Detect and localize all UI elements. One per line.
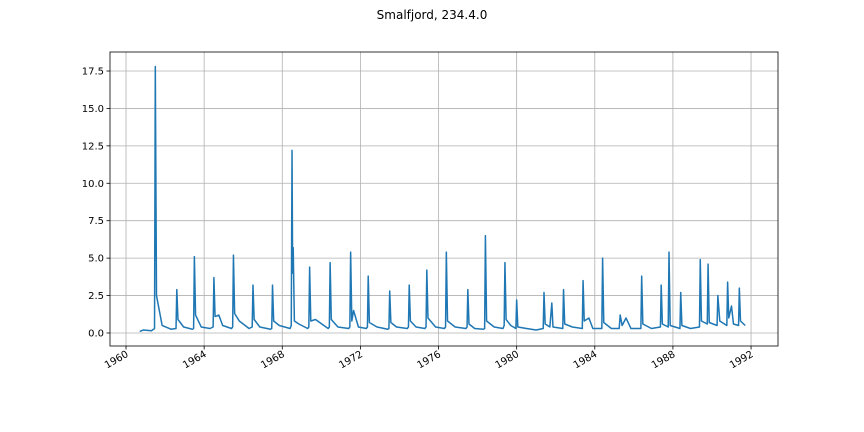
- x-tick-label: 1968: [259, 349, 287, 371]
- y-tick-label: 5.0: [88, 254, 104, 265]
- x-tick-label: 1964: [181, 349, 209, 371]
- chart-title: Smalfjord, 234.4.0: [377, 8, 488, 22]
- x-tick-label: 1984: [572, 349, 600, 371]
- y-tick-label: 2.5: [88, 291, 104, 302]
- x-tick-label: 1988: [650, 349, 678, 371]
- x-tick-label: 1980: [494, 349, 522, 371]
- plot-frame: [109, 51, 779, 347]
- y-tick-label: 12.5: [82, 141, 104, 152]
- y-tick-label: 17.5: [82, 67, 104, 78]
- x-tick-label: 1960: [103, 349, 131, 371]
- y-tick-label: 15.0: [82, 104, 104, 115]
- y-tick-label: 7.5: [88, 216, 104, 227]
- y-tick-label: 10.0: [82, 179, 104, 190]
- y-tick-label: 0.0: [88, 328, 104, 339]
- x-tick-label: 1972: [337, 349, 365, 371]
- x-tick-label: 1976: [415, 349, 443, 371]
- data-line: [139, 65, 746, 333]
- x-tick-label: 1992: [728, 349, 756, 371]
